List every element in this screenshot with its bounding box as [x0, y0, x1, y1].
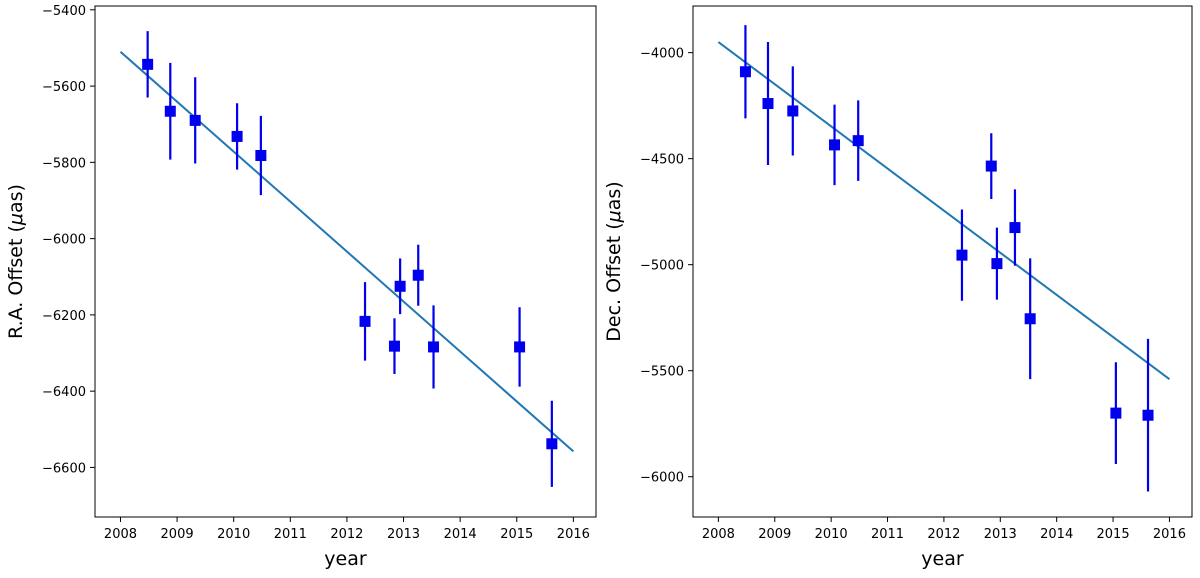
data-point	[739, 66, 751, 78]
data-point	[852, 135, 864, 147]
y-tick-label: −6200	[42, 309, 86, 324]
x-tick-label: 2014	[1040, 527, 1073, 542]
subplot-2: 2008 2009 2010 2011 2012 2013 2014 2015 2016 −600…	[603, 5, 1193, 570]
data-point	[829, 139, 841, 151]
data-point	[991, 258, 1003, 270]
axes-frame	[692, 5, 1193, 518]
data-point	[394, 280, 406, 292]
y-axis-label-prefix: R.A. Offset (	[5, 225, 27, 339]
x-axis-label: year	[324, 548, 367, 570]
fit-line	[717, 41, 1171, 380]
data-point	[1142, 409, 1154, 421]
data-point	[1110, 407, 1122, 419]
y-tick-label: −5000	[640, 259, 684, 274]
y-tick-label: −4000	[640, 47, 684, 62]
data-point	[388, 340, 400, 352]
y-axis-label-suffix: as)	[5, 184, 27, 213]
y-tick-label: −5600	[42, 80, 86, 95]
y-axis-label-mu: μ	[5, 213, 27, 226]
x-tick-label: 2016	[557, 527, 590, 542]
y-tick-label: −6000	[640, 471, 684, 486]
data-point	[514, 341, 526, 353]
y-axis-label: Dec. Offset (μas)	[603, 181, 625, 341]
data-point	[787, 105, 799, 117]
x-tick-label: 2013	[387, 527, 420, 542]
y-axis-label-mu: μ	[603, 210, 625, 223]
x-tick-label: 2010	[217, 527, 250, 542]
y-axis-label-suffix: as)	[603, 181, 625, 210]
y-tick-label: −6400	[42, 385, 86, 400]
x-tick-label: 2011	[274, 527, 307, 542]
data-point	[956, 249, 968, 261]
data-point	[1024, 313, 1036, 325]
data-point	[359, 315, 371, 327]
x-tick-label: 2011	[871, 527, 904, 542]
data-point	[985, 160, 997, 172]
x-tick-label: 2009	[758, 527, 791, 542]
axes-frame	[94, 5, 597, 518]
data-point	[164, 105, 176, 117]
x-tick-label: 2009	[161, 527, 194, 542]
x-tick-label: 2014	[444, 527, 477, 542]
data-point	[546, 438, 558, 450]
x-tick-label: 2012	[927, 527, 960, 542]
x-tick-label: 2015	[500, 527, 533, 542]
fit-line	[119, 51, 575, 453]
data-point	[762, 98, 774, 110]
x-tick-label: 2013	[984, 527, 1017, 542]
x-tick-label: 2015	[1097, 527, 1130, 542]
data-point	[231, 130, 243, 142]
x-tick-label: 2010	[815, 527, 848, 542]
y-tick-label: −5800	[42, 156, 86, 171]
subplot-1: 2008 2009 2010 2011 2012 2013 2014 2015 2016 −660…	[5, 4, 597, 570]
x-tick-label: 2012	[330, 527, 363, 542]
x-tick-label: 2016	[1153, 527, 1186, 542]
data-point	[142, 58, 154, 70]
x-axis-label: year	[921, 548, 964, 570]
y-tick-label: −5400	[42, 4, 86, 19]
data-point	[1009, 222, 1021, 234]
x-tick-label: 2008	[702, 527, 735, 542]
x-tick-label: 2008	[104, 527, 137, 542]
y-axis-label: R.A. Offset (μas)	[5, 184, 27, 339]
data-point	[428, 341, 440, 353]
y-tick-label: −6000	[42, 233, 86, 248]
y-tick-label: −4500	[640, 153, 684, 168]
data-point	[189, 114, 201, 126]
y-tick-label: −5500	[640, 365, 684, 380]
data-point	[412, 269, 424, 281]
y-tick-label: −6600	[42, 461, 86, 476]
data-point	[255, 149, 267, 161]
y-axis-label-prefix: Dec. Offset (	[603, 222, 625, 341]
